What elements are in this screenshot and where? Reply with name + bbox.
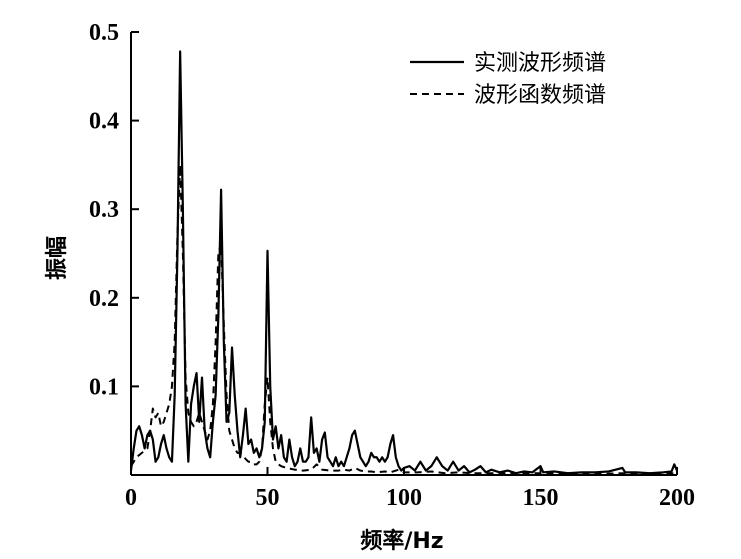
y-tick-label: 0.1	[89, 374, 119, 400]
tick-labels: 0 50 100 150 200 0.1 0.2 0.3 0.4 0.5	[89, 20, 695, 511]
x-tick-label: 0	[125, 485, 137, 511]
legend-label-measured: 实测波形频谱	[474, 51, 606, 76]
legend-label-model: 波形函数频谱	[474, 83, 606, 108]
x-tick-label: 100	[386, 485, 422, 511]
x-tick-label: 200	[659, 485, 695, 511]
plot-area	[129, 50, 679, 476]
y-axis-label: 振幅	[45, 236, 70, 280]
series-line-measured	[129, 50, 679, 475]
series-line-model	[130, 163, 678, 476]
y-tick-label: 0.2	[89, 286, 119, 312]
y-tick-label: 0.4	[89, 109, 119, 135]
legend: 实测波形频谱 波形函数频谱	[410, 51, 606, 108]
x-tick-label: 50	[256, 485, 280, 511]
y-tick-label: 0.3	[89, 197, 119, 223]
x-axis-label: 频率/Hz	[360, 528, 443, 554]
x-tick-label: 150	[523, 485, 559, 511]
y-tick-label: 0.5	[89, 20, 119, 46]
axes	[130, 31, 678, 476]
